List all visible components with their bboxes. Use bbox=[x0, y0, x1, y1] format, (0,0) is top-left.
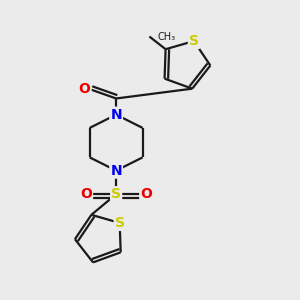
Text: S: S bbox=[189, 34, 199, 48]
Text: O: O bbox=[80, 187, 92, 201]
Text: N: N bbox=[110, 164, 122, 178]
Text: S: S bbox=[115, 216, 125, 230]
Text: O: O bbox=[79, 82, 91, 96]
Text: CH₃: CH₃ bbox=[158, 32, 176, 41]
Text: S: S bbox=[111, 187, 121, 201]
Text: O: O bbox=[140, 187, 152, 201]
Text: N: N bbox=[110, 108, 122, 122]
